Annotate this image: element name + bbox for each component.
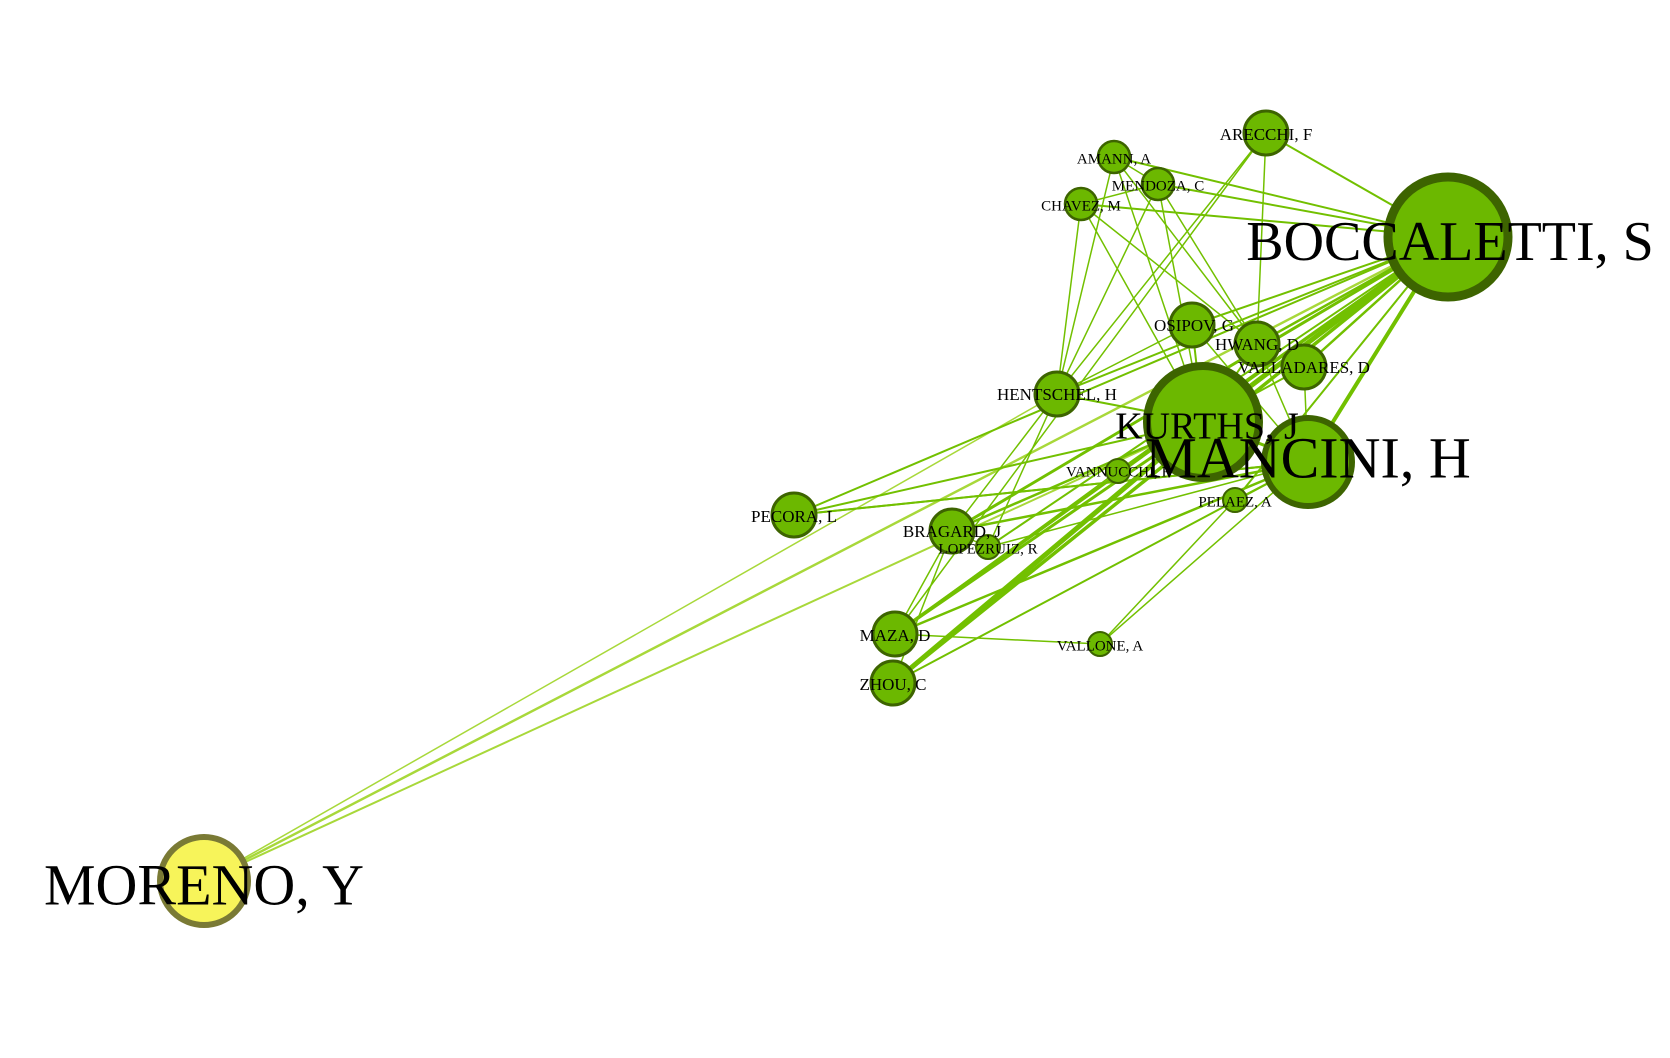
edge-hentschel-arecchi (1056, 132, 1267, 395)
edge-mancini-bragard (950, 460, 1310, 533)
edge-boccaletti-pecora (793, 236, 1449, 516)
edge-arecchi-hwang (1256, 132, 1267, 345)
node-label-zhou: ZHOU, C (859, 675, 926, 694)
edge-hentschel-chavez (1056, 203, 1082, 395)
edge-chavez-hwang (1080, 203, 1258, 345)
edge-moreno-kurths (203, 421, 1204, 882)
node-label-chavez: CHAVEZ, M (1041, 198, 1121, 214)
node-mancini[interactable] (1261, 415, 1355, 509)
node-bragard[interactable] (928, 507, 976, 555)
edge-hentschel-osipov (1056, 324, 1193, 395)
node-vallone[interactable] (1087, 631, 1113, 657)
edge-pelaez-vallone (1099, 499, 1236, 645)
edge-hentschel-amann (1056, 156, 1115, 395)
node-label-kurths: KURTHS, J (1115, 406, 1299, 448)
node-boccaletti[interactable] (1383, 172, 1513, 302)
edge-vannucchi-maza (894, 470, 1119, 635)
edge-moreno-hentschel (203, 393, 1058, 882)
node-valladares[interactable] (1280, 343, 1328, 391)
node-vannucchi[interactable] (1105, 458, 1131, 484)
edge-kurths-maza (893, 420, 1205, 636)
node-label-vallone: VALLONE, A (1057, 638, 1144, 654)
edge-maza-vallone (894, 633, 1101, 645)
node-label-hwang: HWANG, D (1215, 335, 1299, 354)
node-kurths[interactable] (1143, 362, 1263, 482)
node-label-vannucchi: VANNUCCHI, F (1066, 464, 1170, 480)
labels-layer: BOCCALETTI, S KURTHS, J MORENO, Y ARECCHI, … (44, 125, 1654, 917)
node-moreno[interactable] (157, 834, 251, 928)
edge-hentschel-mendoza (1056, 183, 1159, 395)
node-label-boccaletti: BOCCALETTI, S (1246, 211, 1654, 273)
edge-amann-hwang (1113, 156, 1258, 345)
node-label-pecora: PECORA, L (751, 507, 837, 526)
node-hentschel[interactable] (1033, 370, 1081, 418)
node-label-moreno: MORENO, Y (44, 852, 364, 917)
node-label-lopezruiz: LOPEZRUIZ, R (938, 541, 1037, 557)
node-label-osipov: OSIPOV, G (1154, 316, 1234, 335)
edge-hentschel-bragard (951, 393, 1058, 532)
node-chavez[interactable] (1063, 186, 1099, 222)
node-hwang[interactable] (1233, 320, 1281, 368)
edge-mendoza-hwang (1157, 183, 1258, 345)
node-amann[interactable] (1096, 139, 1132, 175)
node-pecora[interactable] (770, 491, 818, 539)
edge-zhou-bragard (892, 530, 953, 684)
node-label-amann: AMANN, A (1077, 151, 1151, 167)
node-osipov[interactable] (1168, 301, 1216, 349)
node-maza[interactable] (871, 610, 919, 658)
edge-boccaletti-hentschel (1056, 236, 1449, 395)
node-zhou[interactable] (869, 659, 917, 707)
edge-kurths-pecora (793, 421, 1204, 516)
node-label-arecchi: ARECCHI, F (1220, 125, 1313, 144)
node-arecchi[interactable] (1242, 109, 1290, 157)
node-label-mendoza: MENDOZA, C (1112, 178, 1205, 194)
node-label-valladares: VALLADARES, D (1238, 358, 1370, 377)
node-pelaez[interactable] (1222, 487, 1248, 513)
edge-kurths-zhou (890, 419, 1206, 686)
node-label-bragard: BRAGARD, J (903, 522, 1002, 541)
node-label-mancini: MANCINI, H (1145, 425, 1470, 490)
node-lopezruiz[interactable] (975, 534, 1001, 560)
node-label-maza: MAZA, D (860, 626, 931, 645)
edge-mancini-lopezruiz (987, 461, 1309, 548)
node-label-hentschel: HENTSCHEL, H (997, 385, 1117, 404)
node-mendoza[interactable] (1140, 166, 1176, 202)
nodes-layer (157, 109, 1513, 928)
node-label-pelaez: PELAEZ, A (1198, 494, 1271, 510)
